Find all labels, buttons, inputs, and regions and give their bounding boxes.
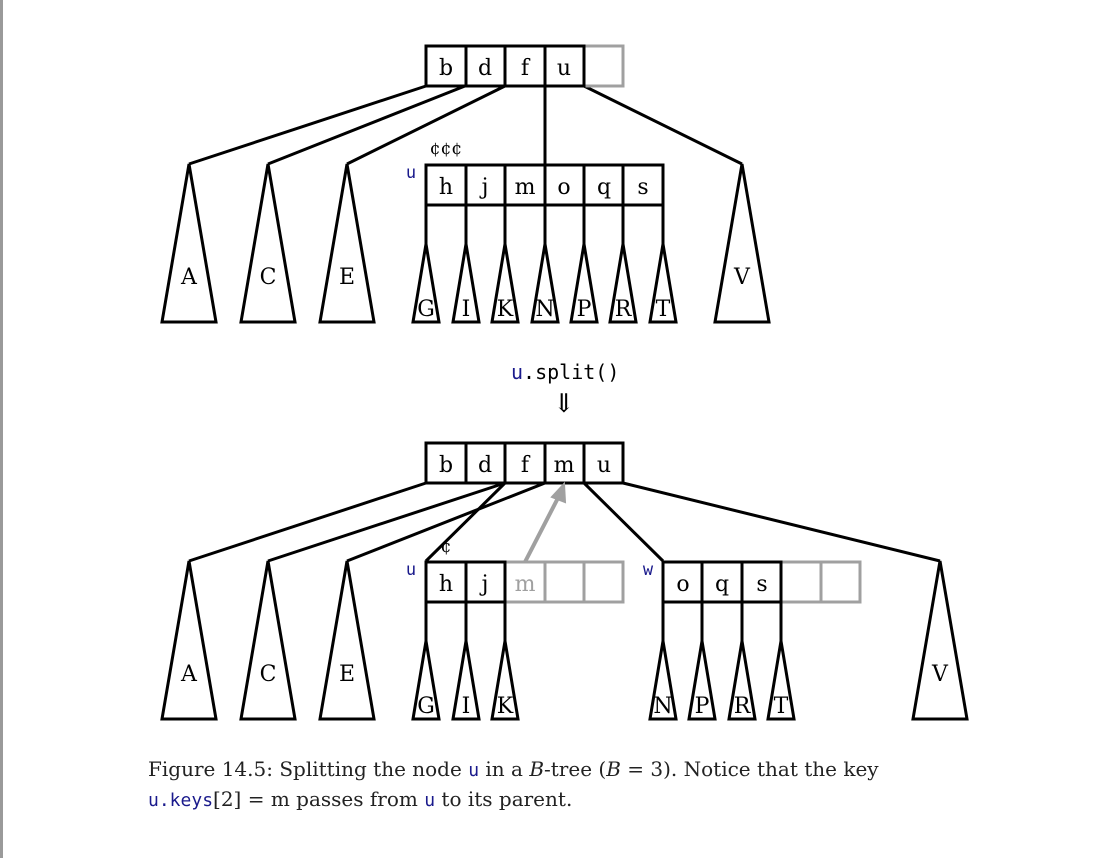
bottom-subtree-label-P: P [695, 694, 710, 719]
top-subtree-label-V: V [733, 265, 751, 290]
caption-text-2: in a [485, 757, 523, 781]
top-subtree-label-A: A [180, 265, 198, 290]
subtree2-E [320, 561, 374, 719]
top-subtree-label-G: G [417, 297, 435, 322]
caption-var-keys: .keys [159, 790, 213, 811]
top-subtree-label-R: R [615, 297, 633, 322]
top-subtree-label-K: K [497, 297, 514, 322]
down-arrow-icon: ⇓ [553, 389, 575, 419]
split-operation: u.split() ⇓ [511, 360, 619, 419]
bottom-subtree-label-R: R [734, 694, 752, 719]
subtree-E [320, 164, 374, 322]
subtree2-C [241, 561, 295, 719]
bottom-overflow-mark: ¢ [441, 537, 452, 557]
bottom-u-moved-key: m [515, 572, 536, 597]
bottom-subtree-label-A: A [180, 662, 198, 687]
bottom-subtree-label-C: C [260, 662, 277, 687]
bottom-subtree-label-N: N [653, 694, 672, 719]
top-node-key-6: s [637, 175, 648, 200]
top-subtree-label-I: I [462, 297, 471, 322]
top-tree [162, 46, 769, 322]
subtree2-A [162, 561, 216, 719]
bottom-u-key-1: h [439, 572, 453, 597]
edge-root2-w [584, 483, 663, 561]
bottom-subtree-label-V: V [931, 662, 949, 687]
top-node-key-5: q [597, 175, 611, 200]
edge-root2-V [623, 483, 940, 561]
subtree-V [715, 164, 769, 322]
caption-text-4: = 3). Notice that the key [627, 757, 878, 781]
operation-call: u.split() [511, 360, 619, 384]
bottom-subtree-label-T: T [774, 694, 789, 719]
top-overflow-marks: ¢¢¢ [430, 139, 462, 159]
bottom-w-key-1: o [676, 572, 689, 597]
top-root-empty-slot [584, 46, 623, 86]
subtree-C [241, 164, 295, 322]
bottom-root-key-3: f [521, 453, 531, 478]
top-root-key-3: f [521, 56, 531, 81]
bottom-subtree-label-I: I [462, 694, 471, 719]
top-subtree-label-C: C [260, 265, 277, 290]
bottom-w-label: w [643, 560, 654, 580]
top-node-label: u [406, 163, 416, 183]
caption-text-6: to its parent. [441, 787, 572, 811]
bottom-root-key-2: d [478, 453, 492, 478]
top-root-key-2: d [478, 56, 492, 81]
caption-var-u3: u [424, 790, 435, 811]
subtree-A [162, 164, 216, 322]
caption-var-u2: u [148, 790, 159, 811]
bottom-root-key-1: b [439, 453, 453, 478]
edge-root-V [584, 86, 742, 164]
caption-text-1: Splitting the node [279, 757, 461, 781]
figure-caption: Figure 14.5: Splitting the node u in a B… [148, 755, 984, 815]
promote-arrow [525, 496, 559, 562]
bottom-subtree-label-K: K [497, 694, 514, 719]
subtree2-V [913, 561, 967, 719]
top-node-key-3: m [515, 175, 536, 200]
bottom-w-key-3: s [756, 572, 767, 597]
bottom-subtree-label-E: E [339, 662, 355, 687]
edge-root-E [347, 86, 505, 164]
bottom-u-label: u [406, 560, 416, 580]
top-node-key-4: o [557, 175, 570, 200]
promote-arrow-head-icon [552, 484, 565, 502]
operation-object: u [511, 360, 523, 384]
caption-var-u: u [468, 760, 479, 781]
top-root-key-4: u [557, 56, 571, 81]
operation-method: .split() [523, 360, 619, 384]
top-node-key-2: j [479, 175, 489, 200]
bottom-subtree-label-G: G [417, 694, 435, 719]
bottom-root-key-5: u [597, 453, 611, 478]
caption-text-3: -tree ( [544, 757, 606, 781]
top-node-key-1: h [439, 175, 453, 200]
bottom-u-key-2: j [479, 572, 489, 597]
top-subtree-label-N: N [535, 297, 554, 322]
bottom-root-key-4: m [554, 453, 575, 478]
caption-b2: B [606, 757, 621, 781]
top-subtree-label-P: P [577, 297, 592, 322]
bottom-tree [162, 443, 967, 719]
edge-root-A [189, 86, 426, 164]
top-subtree-label-T: T [656, 297, 671, 322]
bottom-w-key-2: q [715, 572, 729, 597]
caption-b: B [529, 757, 544, 781]
caption-text-5: [2] = m passes from [213, 787, 418, 811]
top-subtree-label-E: E [339, 265, 355, 290]
top-root-key-1: b [439, 56, 453, 81]
caption-label: Figure 14.5: [148, 757, 273, 781]
